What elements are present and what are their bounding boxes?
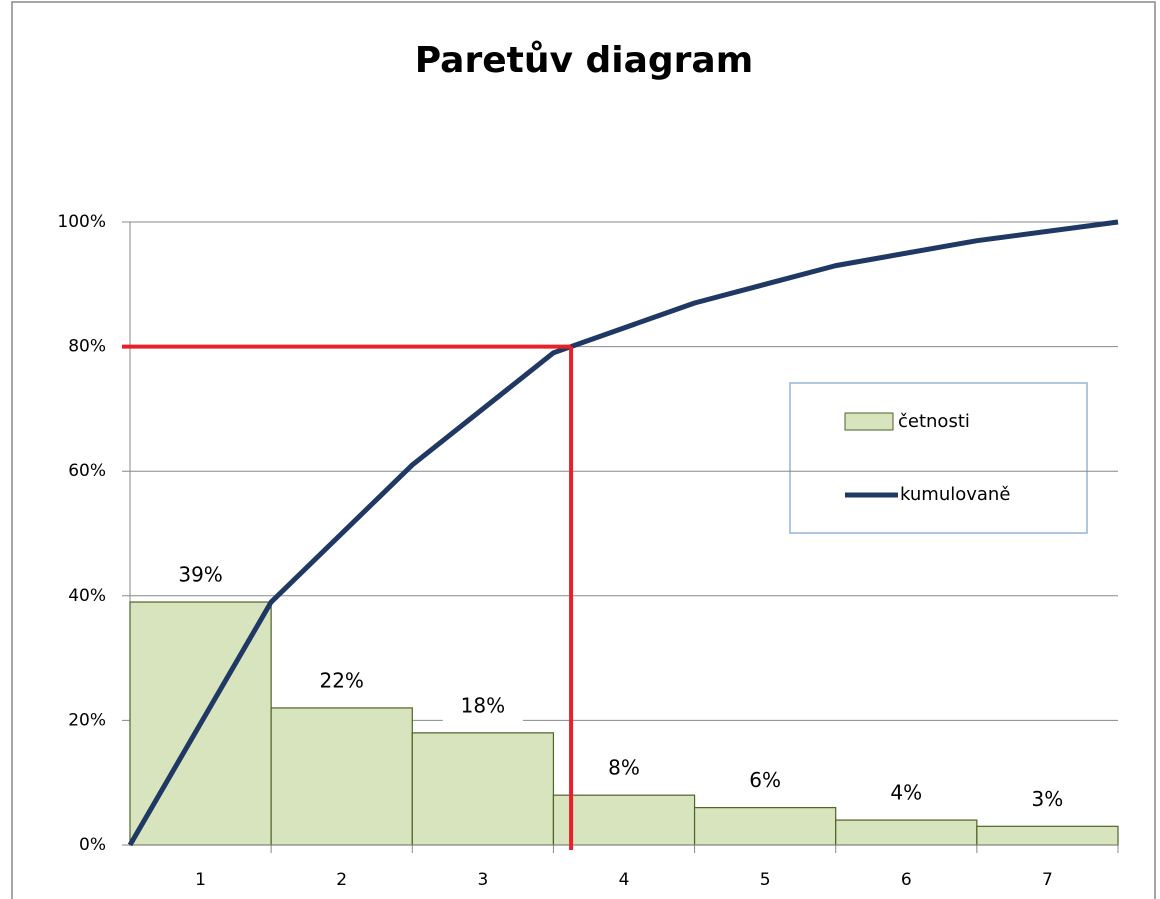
bar xyxy=(270,707,413,846)
x-tick-label: 7 xyxy=(1042,870,1053,890)
bar xyxy=(835,819,978,846)
bar xyxy=(411,732,555,846)
value-label: 4% xyxy=(890,781,922,805)
value-label-bg xyxy=(301,666,382,697)
value-label: 8% xyxy=(608,756,640,780)
legend-label: četnosti xyxy=(898,411,970,432)
value-label-bg xyxy=(725,766,806,797)
y-tick-label: 40% xyxy=(68,586,106,606)
bar xyxy=(693,807,837,846)
x-tick-label: 4 xyxy=(619,870,630,890)
y-tick-label: 20% xyxy=(68,710,106,730)
value-label: 22% xyxy=(319,668,363,692)
y-tick-label: 0% xyxy=(79,835,106,855)
value-label-bg xyxy=(1007,785,1088,816)
legend-label: kumulovaně xyxy=(900,484,1010,505)
y-tick-label: 80% xyxy=(68,337,106,357)
bar xyxy=(976,825,1119,846)
y-tick-label: 60% xyxy=(68,461,106,481)
value-label-bg xyxy=(160,561,241,592)
legend-swatch xyxy=(844,412,894,431)
value-label: 6% xyxy=(749,768,781,792)
x-tick-label: 2 xyxy=(336,870,347,890)
bar xyxy=(552,794,696,846)
y-tick-label: 100% xyxy=(57,212,106,232)
value-label: 18% xyxy=(461,693,505,717)
x-tick-label: 3 xyxy=(477,870,488,890)
value-label-bg xyxy=(866,779,947,810)
x-tick-label: 5 xyxy=(760,870,771,890)
value-label: 3% xyxy=(1032,787,1064,811)
cumulative-line xyxy=(127,219,1119,847)
x-tick-label: 6 xyxy=(901,870,912,890)
legend-box xyxy=(789,382,1088,534)
value-label-bg xyxy=(442,691,523,722)
value-label-bg xyxy=(584,754,664,785)
value-label: 39% xyxy=(178,563,222,587)
chart-title: Paretův diagram xyxy=(415,40,753,81)
x-tick-label: 1 xyxy=(195,870,206,890)
